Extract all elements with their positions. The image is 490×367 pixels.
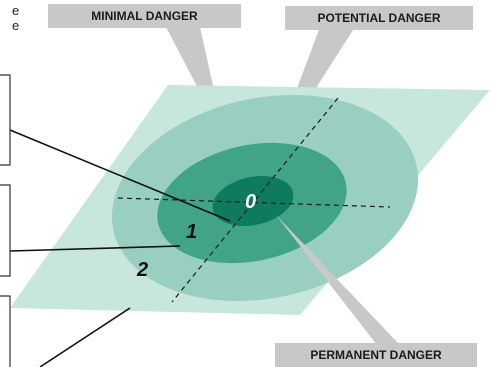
leader-line-zone-0 xyxy=(9,129,231,222)
axis-diagonal-dashed xyxy=(171,97,339,303)
leader-line-zone-1 xyxy=(9,245,181,252)
minimal-danger-label: MINIMAL DANGER xyxy=(48,4,241,28)
zone-0-area xyxy=(212,176,294,226)
text-fragment-line-1: e xyxy=(12,3,20,18)
zone-2-label: 2 xyxy=(136,259,148,281)
leader-line-zone-2 xyxy=(39,307,131,367)
text-fragment-line-2: e xyxy=(12,18,20,33)
permanent-danger-label: PERMANENT DANGER xyxy=(275,343,477,367)
left-frame-top xyxy=(0,74,11,166)
left-frame-middle xyxy=(0,184,11,277)
zone-1-label: 1 xyxy=(186,221,197,243)
zone-0-label: 0 xyxy=(245,191,256,213)
left-frame-bottom xyxy=(0,295,11,367)
axis-horizontal-dashed xyxy=(117,197,391,208)
potential-danger-label: POTENTIAL DANGER xyxy=(285,6,473,30)
permanent-danger-pointer xyxy=(276,215,400,345)
